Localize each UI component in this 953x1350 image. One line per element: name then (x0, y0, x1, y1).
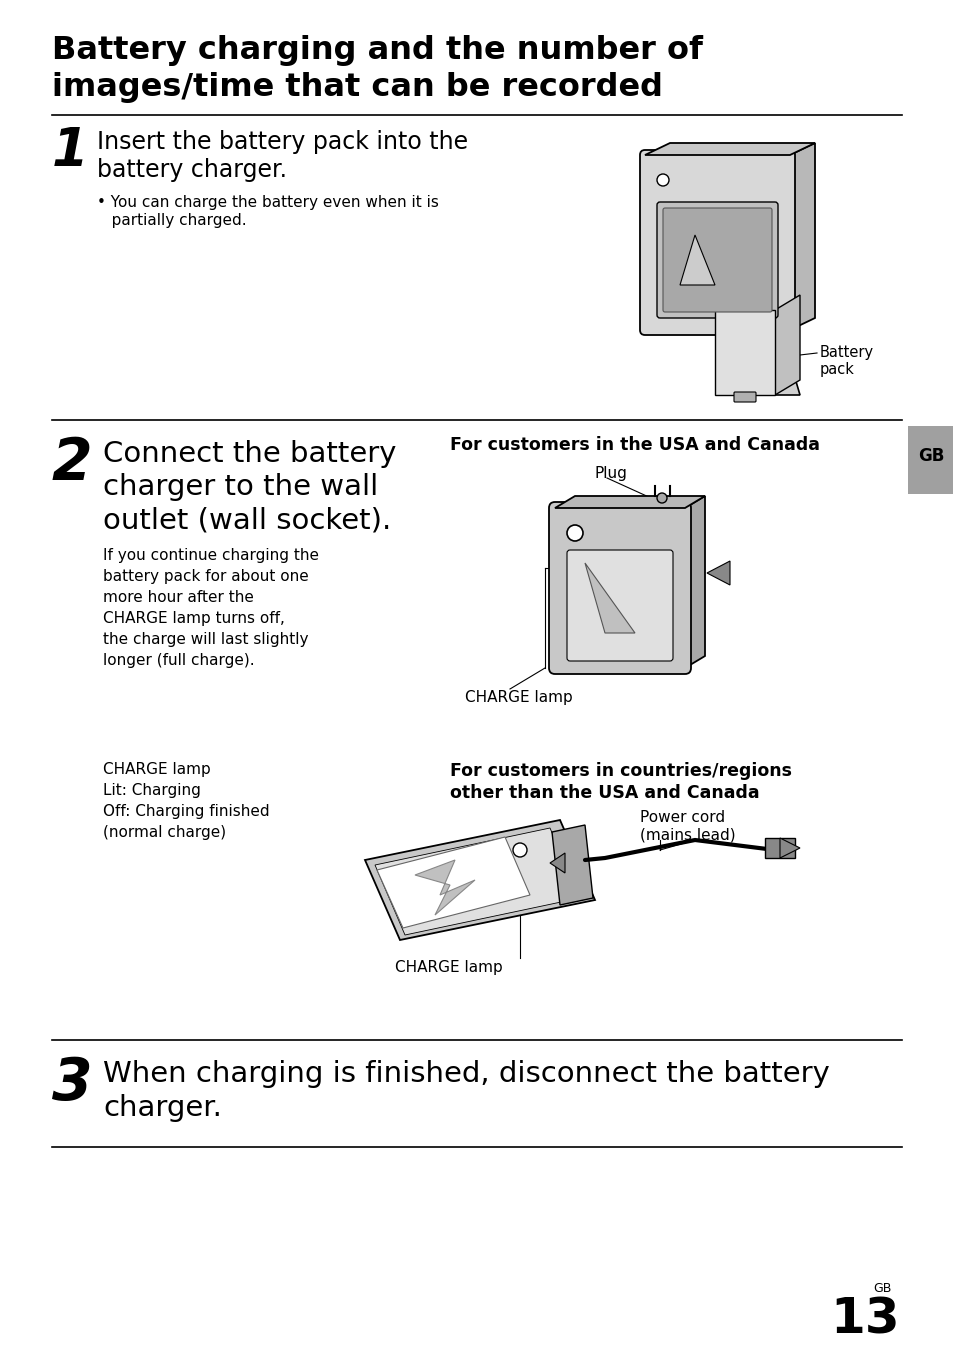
Polygon shape (764, 838, 794, 859)
Text: the charge will last slightly: the charge will last slightly (103, 632, 308, 647)
Circle shape (566, 525, 582, 541)
Text: CHARGE lamp: CHARGE lamp (103, 761, 211, 778)
FancyBboxPatch shape (566, 549, 672, 662)
Polygon shape (376, 837, 530, 927)
Text: other than the USA and Canada: other than the USA and Canada (450, 784, 759, 802)
Text: When charging is finished, disconnect the battery: When charging is finished, disconnect th… (103, 1060, 829, 1088)
Text: outlet (wall socket).: outlet (wall socket). (103, 506, 391, 535)
Text: 2: 2 (52, 435, 92, 491)
Polygon shape (552, 825, 593, 905)
Polygon shape (774, 296, 800, 396)
Text: images/time that can be recorded: images/time that can be recorded (52, 72, 662, 103)
Text: GB: GB (917, 447, 943, 464)
Text: 1: 1 (52, 126, 89, 177)
Text: Connect the battery: Connect the battery (103, 440, 396, 468)
Polygon shape (780, 838, 800, 859)
Text: charger to the wall: charger to the wall (103, 472, 377, 501)
Text: partially charged.: partially charged. (97, 213, 247, 228)
Text: Battery
pack: Battery pack (820, 346, 873, 378)
Text: Plug: Plug (595, 466, 627, 481)
Text: longer (full charge).: longer (full charge). (103, 653, 254, 668)
Text: 3: 3 (52, 1054, 92, 1112)
FancyBboxPatch shape (548, 502, 690, 674)
FancyBboxPatch shape (662, 208, 771, 312)
Polygon shape (644, 143, 814, 155)
Polygon shape (375, 828, 579, 936)
Text: battery pack for about one: battery pack for about one (103, 568, 309, 585)
Text: Off: Charging finished: Off: Charging finished (103, 805, 270, 819)
Polygon shape (714, 310, 800, 396)
Text: Insert the battery pack into the: Insert the battery pack into the (97, 130, 468, 154)
Text: If you continue charging the: If you continue charging the (103, 548, 318, 563)
Text: For customers in the USA and Canada: For customers in the USA and Canada (450, 436, 820, 454)
Circle shape (513, 842, 526, 857)
Text: CHARGE lamp: CHARGE lamp (464, 690, 572, 705)
Text: 13: 13 (829, 1295, 899, 1343)
Text: more hour after the: more hour after the (103, 590, 253, 605)
Polygon shape (679, 235, 714, 285)
Text: (normal charge): (normal charge) (103, 825, 226, 840)
Polygon shape (415, 860, 475, 915)
Text: Battery charging and the number of: Battery charging and the number of (52, 35, 702, 66)
Polygon shape (584, 563, 635, 633)
Circle shape (657, 493, 666, 504)
Polygon shape (555, 495, 704, 508)
FancyBboxPatch shape (657, 202, 778, 319)
Text: GB: GB (873, 1282, 891, 1295)
Polygon shape (714, 310, 774, 396)
Circle shape (657, 174, 668, 186)
Polygon shape (365, 819, 595, 940)
Text: For customers in countries/regions: For customers in countries/regions (450, 761, 791, 780)
Polygon shape (550, 853, 564, 873)
Text: Power cord
(mains lead): Power cord (mains lead) (639, 810, 735, 842)
Text: battery charger.: battery charger. (97, 158, 287, 182)
Polygon shape (684, 495, 704, 668)
Text: charger.: charger. (103, 1094, 222, 1122)
Polygon shape (706, 562, 729, 585)
Text: • You can charge the battery even when it is: • You can charge the battery even when i… (97, 194, 438, 211)
Bar (907, 427, 953, 494)
Polygon shape (789, 143, 814, 329)
Text: CHARGE lamp: CHARGE lamp (395, 960, 502, 975)
Text: Lit: Charging: Lit: Charging (103, 783, 201, 798)
FancyBboxPatch shape (639, 150, 794, 335)
FancyBboxPatch shape (733, 392, 755, 402)
Text: CHARGE lamp turns off,: CHARGE lamp turns off, (103, 612, 285, 626)
